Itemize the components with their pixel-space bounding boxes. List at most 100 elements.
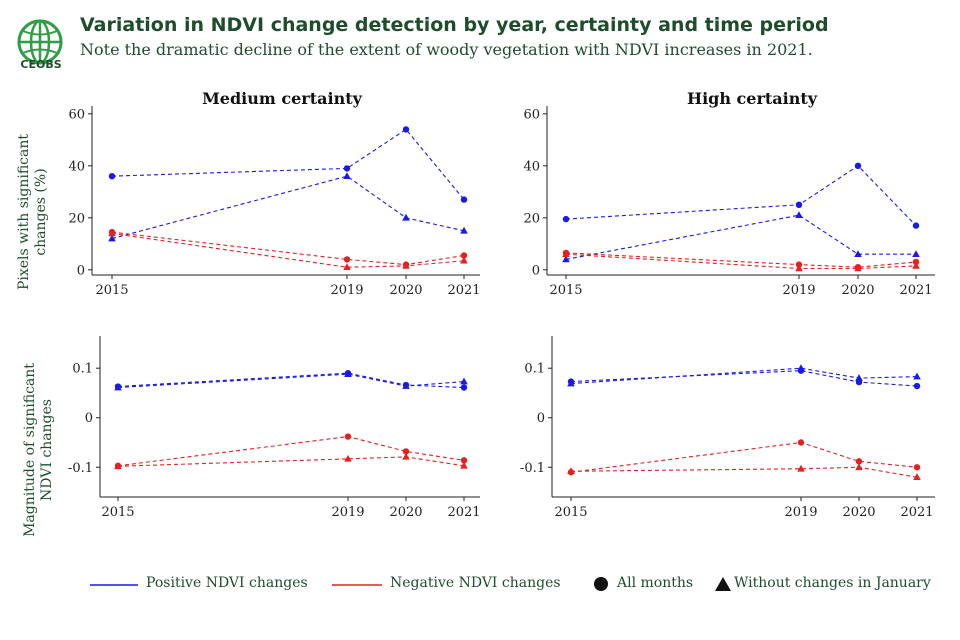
data-point-positive-triangle (402, 382, 410, 389)
x-tick-label: 2015 (101, 505, 134, 520)
logo-globe-lat-top (22, 30, 58, 36)
legend-circle-marker (594, 577, 608, 591)
series-line-negative-triangle (117, 456, 465, 467)
legend-positive-line (90, 584, 138, 586)
data-point-positive-triangle (460, 226, 468, 234)
x-tick-label: 2020 (389, 505, 422, 520)
series-line-positive-triangle (111, 175, 465, 240)
y-tick-label: 0 (77, 263, 85, 278)
y-tick-label: 0.1 (524, 362, 545, 377)
series-line-positive-circle (111, 128, 465, 200)
data-point-negative-circle (343, 256, 351, 263)
series-line-positive-triangle (570, 367, 918, 385)
data-point-positive-triangle (343, 172, 351, 179)
y-tick-label: -0.1 (68, 461, 93, 476)
data-point-negative-triangle (562, 250, 570, 257)
x-tick-label: 2021 (447, 505, 480, 520)
x-tick-label: 2019 (330, 283, 363, 298)
data-point-positive-triangle (912, 250, 920, 257)
data-point-positive-triangle (460, 377, 468, 385)
y-tick-label: 20 (68, 211, 85, 226)
data-point-positive-triangle (913, 372, 921, 380)
series-line-negative-circle (570, 441, 918, 473)
data-point-positive-triangle (855, 374, 863, 381)
data-point-negative-triangle (913, 473, 921, 480)
data-point-negative-triangle (344, 454, 352, 462)
data-point-positive-circle (460, 384, 468, 391)
data-point-negative-circle (344, 433, 352, 440)
data-point-negative-circle (460, 252, 468, 259)
y-tick-label: 60 (68, 107, 85, 122)
x-tick-label: 2020 (842, 505, 875, 520)
legend-without-january-label: Without changes in January (734, 575, 931, 591)
panel-top-right: 0 20 40 60 2015 2019 2020 2021 High certainty (523, 89, 935, 298)
data-point-positive-triangle (344, 370, 352, 377)
data-point-negative-triangle (460, 256, 468, 264)
data-point-positive-triangle (854, 250, 862, 257)
data-point-negative-circle (855, 458, 863, 465)
series-line-positive-circle (565, 165, 917, 226)
x-tick-label: 2019 (784, 505, 817, 520)
panel-title: Medium certainty (202, 89, 363, 108)
panel-bottom-right: -0.1 0 0.1 2015 2019 2020 2021 (520, 336, 935, 520)
data-point-positive-triangle (108, 234, 116, 242)
y-tick-label: 20 (523, 211, 540, 226)
data-point-positive-triangle (797, 364, 805, 371)
y-tick-label: 0.1 (72, 362, 93, 377)
data-point-negative-triangle (797, 464, 805, 472)
data-point-negative-triangle (912, 261, 920, 269)
data-point-positive-circle (912, 222, 920, 229)
y-tick-label: 60 (523, 107, 540, 122)
panel-bottom-left: -0.1 0 0.1 2015 2019 2020 2021 Magnitude of sig… (22, 336, 481, 537)
data-point-positive-triangle (114, 383, 122, 391)
data-point-negative-triangle (108, 229, 116, 237)
legend-negative-label: Negative NDVI changes (390, 575, 561, 591)
data-point-negative-triangle (855, 463, 863, 471)
series-line-negative-triangle (111, 232, 465, 268)
series-line-negative-circle (565, 252, 917, 268)
chart-subtitle: Note the dramatic decline of the extent … (80, 40, 813, 59)
y-tick-label: 0 (532, 263, 540, 278)
series-line-negative-circle (117, 436, 465, 467)
data-point-positive-triangle (795, 211, 803, 218)
data-point-negative-triangle (402, 261, 410, 269)
x-tick-label: 2019 (782, 283, 815, 298)
x-tick-label: 2019 (331, 505, 364, 520)
x-tick-label: 2020 (841, 283, 874, 298)
y-tick-label: 0 (85, 411, 93, 426)
series-line-positive-circle (117, 372, 465, 389)
legend-all-months-label: All months (617, 575, 694, 591)
series-line-positive-triangle (117, 373, 465, 389)
panel-top-left: 0 20 40 60 2015 2019 2020 2021 Medium certainty P… (16, 89, 481, 298)
series-line-negative-triangle (570, 466, 918, 478)
legend-positive-label: Positive NDVI changes (146, 575, 308, 591)
data-point-negative-triangle (343, 263, 351, 270)
data-point-positive-circle (913, 382, 921, 390)
data-point-negative-triangle (854, 264, 862, 272)
logo-globe-lat-bottom (22, 48, 58, 54)
x-tick-label: 2021 (447, 283, 480, 298)
data-point-negative-triangle (567, 467, 575, 475)
series-line-negative-circle (111, 231, 465, 266)
x-tick-label: 2015 (554, 505, 587, 520)
y-tick-label: -0.1 (520, 461, 545, 476)
data-point-negative-circle (913, 464, 921, 471)
x-tick-label: 2020 (389, 283, 422, 298)
ceobs-logo (17, 19, 63, 65)
y-tick-label: 0 (537, 411, 545, 426)
series-line-positive-triangle (565, 214, 916, 260)
data-point-positive-circle (795, 201, 803, 208)
y-axis-label: Pixels with significantchanges (%) (16, 134, 49, 290)
data-point-negative-circle (797, 439, 805, 446)
x-tick-label: 2021 (899, 283, 932, 298)
y-axis-label: Magnitude of significantNDVI changes (22, 363, 55, 537)
data-point-positive-circle (108, 173, 116, 180)
data-point-positive-circle (343, 165, 351, 172)
x-tick-label: 2015 (549, 283, 582, 298)
data-point-positive-triangle (402, 213, 410, 221)
data-point-positive-circle (460, 196, 468, 203)
data-point-positive-circle (854, 162, 862, 169)
data-point-positive-triangle (562, 255, 570, 263)
x-tick-label: 2015 (95, 283, 128, 298)
